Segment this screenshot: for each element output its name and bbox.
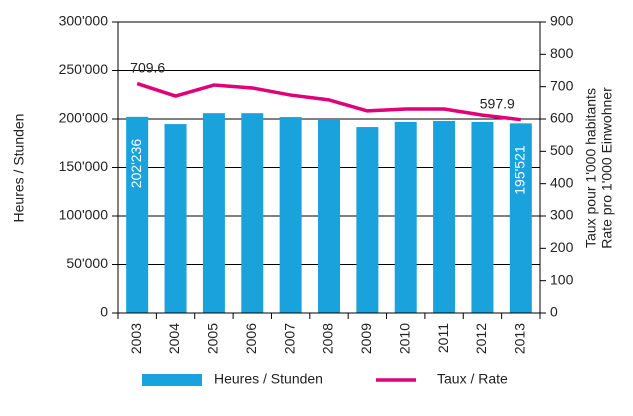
y2-tick-label: 700 [550, 77, 574, 93]
y2-axis-label: Taux pour 1'000 habitants [583, 88, 599, 248]
y2-tick-label: 500 [550, 142, 574, 158]
y-axis-label: Heures / Stunden [11, 114, 27, 223]
bar [126, 116, 149, 313]
line-value-label: 709.6 [130, 59, 165, 75]
y-tick-label: 50'000 [66, 255, 108, 271]
bar [433, 120, 456, 313]
x-tick-label: 2004 [166, 323, 182, 354]
x-tick-label: 2012 [473, 323, 489, 354]
y-tick-label: 150'000 [59, 158, 109, 174]
x-tick-label: 2003 [128, 323, 144, 354]
legend-swatch [142, 374, 202, 386]
y2-tick-label: 400 [550, 174, 574, 190]
bar [394, 121, 417, 313]
bar [279, 117, 302, 313]
bar [318, 119, 340, 313]
bar [164, 124, 187, 313]
y2-tick-label: 800 [550, 45, 574, 61]
y-tick-label: 250'000 [59, 61, 109, 77]
line [136, 81, 522, 122]
y-tick-label: 200'000 [59, 110, 109, 126]
x-tick-label: 2010 [396, 323, 412, 354]
legend-label: Heures / Stunden [214, 371, 323, 387]
bar [471, 121, 494, 313]
y-tick-label: 300'000 [59, 13, 109, 29]
bar-value-label: 195'521 [512, 145, 528, 195]
y2-tick-label: 200 [550, 239, 574, 255]
bar [356, 127, 379, 314]
x-tick-label: 2011 [435, 323, 451, 353]
y2-tick-label: 100 [550, 271, 574, 287]
y2-tick-label: 600 [550, 110, 574, 126]
x-tick-label: 2008 [320, 323, 336, 354]
y2-tick-label: 300 [550, 207, 574, 223]
bar [509, 123, 532, 313]
x-tick-label: 2009 [358, 323, 374, 354]
y-tick-label: 0 [100, 304, 108, 320]
legend-label: Taux / Rate [437, 371, 508, 387]
y2-tick-label: 900 [550, 13, 574, 29]
x-tick-label: 2013 [512, 323, 528, 354]
y2-axis-label: Rate pro 1'000 Einwohner [599, 87, 615, 249]
y2-tick-label: 0 [550, 304, 558, 320]
x-tick-label: 2005 [205, 323, 221, 354]
x-tick-label: 2006 [243, 323, 259, 354]
y-tick-label: 100'000 [59, 207, 109, 223]
x-tick-label: 2007 [281, 323, 297, 354]
bar [202, 113, 225, 314]
bar [241, 113, 264, 314]
line-value-label: 597.9 [480, 95, 515, 111]
bar-value-label: 202'236 [128, 139, 144, 189]
